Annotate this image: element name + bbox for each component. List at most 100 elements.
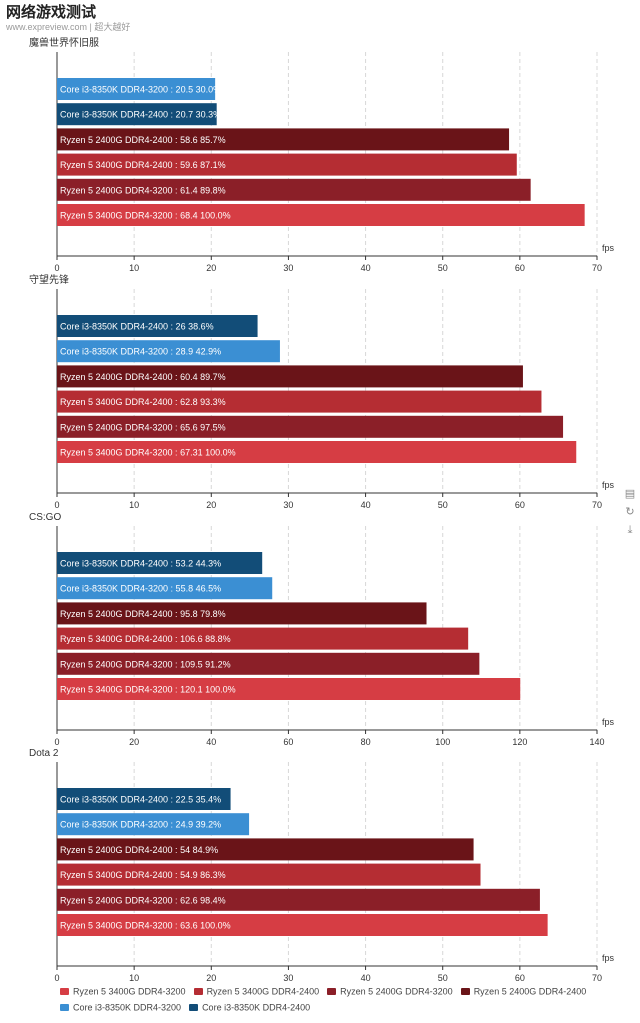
x-tick-label: 60: [515, 500, 525, 510]
x-tick-label: 0: [54, 263, 59, 273]
download-icon[interactable]: ⤓: [627, 524, 633, 536]
bar-label: Ryzen 5 3400G DDR4-2400 : 106.6 88.8%: [60, 634, 231, 644]
x-tick-label: 60: [515, 263, 525, 273]
x-tick-label: 0: [54, 737, 59, 747]
bar[interactable]: [57, 602, 427, 625]
bar-label: Ryzen 5 3400G DDR4-3200 : 67.31 100.0%: [60, 448, 236, 458]
bar-label: Ryzen 5 3400G DDR4-3200 : 68.4 100.0%: [60, 211, 231, 221]
bar-label: Ryzen 5 2400G DDR4-2400 : 60.4 89.7%: [60, 372, 226, 382]
bar[interactable]: [57, 627, 469, 650]
legend-label: Core i3-8350K DDR4-2400: [202, 1002, 311, 1013]
bar[interactable]: [57, 340, 280, 363]
chart-title: CS:GO: [29, 512, 61, 523]
bar[interactable]: [57, 153, 517, 176]
x-tick-label: 50: [438, 500, 448, 510]
bar[interactable]: [57, 315, 258, 337]
x-tick-label: 20: [129, 737, 139, 747]
bar-label: Ryzen 5 3400G DDR4-3200 : 120.1 100.0%: [60, 685, 236, 695]
legend-swatch: [60, 988, 69, 996]
legend-swatch: [60, 1003, 69, 1011]
bar[interactable]: [57, 838, 474, 861]
x-tick-label: 60: [283, 737, 293, 747]
bar[interactable]: [57, 441, 577, 463]
legend-label: Core i3-8350K DDR4-3200: [73, 1002, 182, 1013]
legend-swatch: [189, 1003, 199, 1011]
bar-label: Core i3-8350K DDR4-3200 : 28.9 42.9%: [60, 347, 221, 357]
x-tick-label: 50: [438, 263, 448, 273]
bar-label: Ryzen 5 2400G DDR4-2400 : 58.6 85.7%: [60, 135, 226, 145]
bar[interactable]: [57, 678, 521, 700]
legend-item[interactable]: Ryzen 5 3400G DDR4-2400: [193, 986, 320, 997]
legend-item[interactable]: Core i3-8350K DDR4-3200: [60, 1002, 182, 1013]
page-title: 网络游戏测试: [6, 4, 97, 21]
x-tick-label: 40: [361, 500, 371, 510]
bar[interactable]: [57, 415, 564, 438]
legend-item[interactable]: Core i3-8350K DDR4-2400: [189, 1002, 311, 1013]
x-tick-label: 10: [129, 263, 139, 273]
bar-label: Ryzen 5 3400G DDR4-3200 : 63.6 100.0%: [60, 921, 231, 931]
bar[interactable]: [57, 128, 510, 151]
legend-swatch: [193, 988, 203, 996]
x-tick-label: 30: [283, 500, 293, 510]
legend-item[interactable]: Ryzen 5 2400G DDR4-2400: [460, 986, 587, 997]
legend-label: Ryzen 5 3400G DDR4-2400: [206, 986, 320, 997]
x-tick-label: 60: [515, 973, 525, 983]
x-axis-unit: fps: [602, 243, 615, 253]
x-tick-label: 30: [283, 973, 293, 983]
bar-label: Core i3-8350K DDR4-2400 : 22.5 35.4%: [60, 795, 221, 805]
x-tick-label: 140: [589, 737, 604, 747]
restore-icon[interactable]: ↻: [625, 506, 635, 518]
chart-title: 守望先锋: [29, 273, 69, 286]
chart-title: Dota 2: [29, 748, 59, 759]
bar[interactable]: [57, 365, 523, 388]
bar-label: Core i3-8350K DDR4-3200 : 55.8 46.5%: [60, 584, 221, 594]
bar[interactable]: [57, 103, 217, 126]
bar[interactable]: [57, 652, 480, 675]
x-tick-label: 10: [129, 500, 139, 510]
x-tick-label: 20: [206, 973, 216, 983]
legend-label: Ryzen 5 3400G DDR4-3200: [73, 986, 186, 997]
bar-label: Ryzen 5 3400G DDR4-2400 : 54.9 86.3%: [60, 870, 226, 880]
x-tick-label: 70: [592, 263, 602, 273]
legend-label: Ryzen 5 2400G DDR4-3200: [340, 986, 453, 997]
bar-label: Ryzen 5 3400G DDR4-2400 : 62.8 93.3%: [60, 397, 226, 407]
bar[interactable]: [57, 178, 531, 201]
bar-label: Core i3-8350K DDR4-3200 : 20.5 30.0%: [60, 85, 221, 95]
bar-label: Ryzen 5 2400G DDR4-3200 : 109.5 91.2%: [60, 659, 231, 669]
legend: Ryzen 5 3400G DDR4-3200 Ryzen 5 3400G DDR…: [60, 986, 630, 1017]
legend-item[interactable]: Ryzen 5 2400G DDR4-3200: [327, 986, 453, 997]
bar-label: Core i3-8350K DDR4-2400 : 26 38.6%: [60, 322, 214, 332]
bar-label: Ryzen 5 2400G DDR4-3200 : 65.6 97.5%: [60, 422, 226, 432]
bar[interactable]: [57, 888, 540, 911]
x-tick-label: 80: [361, 737, 371, 747]
x-axis-unit: fps: [602, 953, 615, 963]
bar-label: Ryzen 5 2400G DDR4-2400 : 95.8 79.8%: [60, 609, 226, 619]
bar[interactable]: [57, 914, 548, 936]
x-axis-unit: fps: [602, 480, 615, 490]
bar[interactable]: [57, 863, 481, 886]
x-tick-label: 70: [592, 500, 602, 510]
x-tick-label: 10: [129, 973, 139, 983]
bar[interactable]: [57, 204, 585, 226]
legend-label: Ryzen 5 2400G DDR4-2400: [473, 986, 587, 997]
x-tick-label: 120: [512, 737, 527, 747]
bar[interactable]: [57, 788, 231, 810]
chart-title: 魔兽世界怀旧服: [29, 36, 99, 49]
bar[interactable]: [57, 390, 542, 413]
legend-item[interactable]: Ryzen 5 3400G DDR4-3200: [60, 986, 186, 997]
x-tick-label: 40: [361, 973, 371, 983]
x-tick-label: 20: [206, 263, 216, 273]
bar[interactable]: [57, 813, 250, 836]
legend-swatch: [460, 988, 470, 996]
bar[interactable]: [57, 552, 263, 574]
bar[interactable]: [57, 577, 273, 600]
chart-panel-3: CS:GO 0 20 40 60 80 100 120 140 fps Core i3-8350K …: [29, 512, 615, 747]
bar[interactable]: [57, 78, 216, 100]
bar-label: Core i3-8350K DDR4-2400 : 20.7 30.3%: [60, 110, 221, 120]
data-view-icon[interactable]: ▤: [624, 488, 636, 500]
bar-label: Core i3-8350K DDR4-2400 : 53.2 44.3%: [60, 559, 221, 569]
x-tick-label: 20: [206, 500, 216, 510]
